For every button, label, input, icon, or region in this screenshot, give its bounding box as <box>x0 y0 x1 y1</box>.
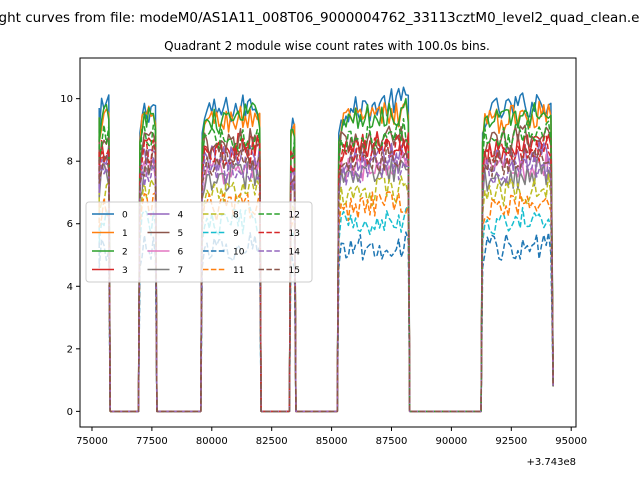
legend-label-11: 11 <box>233 266 244 276</box>
legend-label-5: 5 <box>178 229 184 239</box>
chart-title: Quadrant 2 module wise count rates with … <box>164 39 490 53</box>
y-tick-label: 0 <box>67 407 73 418</box>
y-axis: 0 2 4 6 8 10 <box>60 94 80 418</box>
series-line-2 <box>98 97 554 413</box>
legend-box <box>85 201 313 283</box>
legend-label-0: 0 <box>122 211 128 221</box>
x-tick-label: 80000 <box>196 436 228 447</box>
legend-label-4: 4 <box>178 211 184 221</box>
y-tick-label: 8 <box>67 157 73 168</box>
chart-suptitle: Light curves from file: modeM0/AS1A11_00… <box>0 10 640 26</box>
y-tick-label: 10 <box>60 94 73 105</box>
series-layer <box>98 86 554 413</box>
legend-label-8: 8 <box>233 211 239 221</box>
series-line-7 <box>98 158 554 413</box>
series-line-14 <box>98 151 554 413</box>
y-tick-label: 6 <box>67 219 73 230</box>
x-tick-label: 82500 <box>256 436 288 447</box>
legend-label-1: 1 <box>122 229 128 239</box>
legend-label-6: 6 <box>178 248 184 258</box>
x-tick-label: 77500 <box>136 436 168 447</box>
x-tick-label: 92500 <box>495 436 527 447</box>
x-tick-label: 75000 <box>76 436 108 447</box>
x-tick-label: 95000 <box>555 436 587 447</box>
series-line-11 <box>98 191 554 413</box>
series-line-15 <box>98 143 554 413</box>
legend-label-3: 3 <box>122 266 128 276</box>
legend-label-13: 13 <box>289 229 300 239</box>
y-tick-label: 2 <box>67 344 73 355</box>
series-line-12 <box>98 117 554 413</box>
legend-label-9: 9 <box>233 229 239 239</box>
x-axis: 75000 77500 80000 82500 85000 87500 90000 92500… <box>76 427 587 447</box>
legend-label-2: 2 <box>122 248 128 258</box>
y-tick-label: 4 <box>67 282 73 293</box>
legend-label-15: 15 <box>289 266 300 276</box>
x-tick-label: 87500 <box>376 436 408 447</box>
x-tick-label: 90000 <box>435 436 467 447</box>
x-tick-label: 85000 <box>316 436 348 447</box>
plot-area-frame <box>79 57 577 428</box>
legend-label-12: 12 <box>289 211 300 221</box>
legend-label-10: 10 <box>233 248 245 258</box>
x-offset-label: +3.743e8 <box>526 457 576 468</box>
legend-label-7: 7 <box>178 266 184 276</box>
legend-label-14: 14 <box>289 248 301 258</box>
